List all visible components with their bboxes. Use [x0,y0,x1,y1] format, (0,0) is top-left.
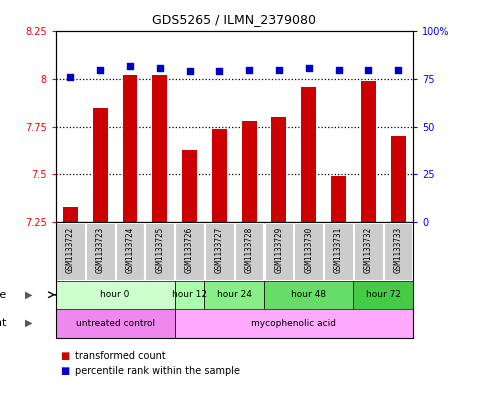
Text: hour 12: hour 12 [172,290,207,299]
Bar [295,223,323,280]
Text: time: time [0,290,7,300]
Text: GSM1133728: GSM1133728 [245,227,254,274]
Text: GSM1133724: GSM1133724 [126,227,134,274]
Bar [361,81,376,222]
Point [364,66,372,73]
Bar [63,207,78,222]
Bar [145,223,174,280]
Bar [182,150,197,222]
Text: ■: ■ [60,351,70,361]
Bar [205,223,234,280]
Point [305,64,313,71]
Text: ▶: ▶ [25,290,33,300]
Text: hour 48: hour 48 [291,290,326,299]
Bar [235,223,263,280]
Bar [175,223,204,280]
Bar [56,281,175,309]
Text: agent: agent [0,318,7,328]
Text: ▶: ▶ [25,318,33,328]
Text: ■: ■ [60,366,70,376]
Text: GSM1133725: GSM1133725 [156,227,164,274]
Bar [271,117,286,222]
Point [245,66,253,73]
Bar [324,223,353,280]
Point [275,66,283,73]
Bar [265,223,293,280]
Bar [301,87,316,222]
Text: transformed count: transformed count [75,351,166,361]
Text: GSM1133730: GSM1133730 [304,227,313,274]
Point [126,62,134,69]
Bar [384,223,412,280]
Bar [123,75,138,222]
Text: hour 24: hour 24 [217,290,252,299]
Text: hour 0: hour 0 [100,290,130,299]
Text: percentile rank within the sample: percentile rank within the sample [75,366,240,376]
Point [97,66,104,73]
Point [156,64,164,71]
Bar [152,75,167,222]
Bar [391,136,406,222]
Text: mycophenolic acid: mycophenolic acid [251,319,336,328]
Point [394,66,402,73]
Text: GSM1133722: GSM1133722 [66,227,75,274]
Bar [175,309,413,338]
Bar [93,108,108,222]
Bar [116,223,144,280]
Bar [175,281,204,309]
Text: GSM1133732: GSM1133732 [364,227,373,274]
Text: untreated control: untreated control [75,319,155,328]
Bar [331,176,346,222]
Bar [56,223,85,280]
Bar [86,223,114,280]
Text: GSM1133723: GSM1133723 [96,227,105,274]
Text: GSM1133727: GSM1133727 [215,227,224,274]
Text: GSM1133726: GSM1133726 [185,227,194,274]
Point [185,68,193,75]
Point [67,74,74,80]
Bar [212,129,227,222]
Point [215,68,223,75]
Bar [354,223,383,280]
Bar [242,121,256,222]
Text: hour 72: hour 72 [366,290,401,299]
Text: GSM1133729: GSM1133729 [274,227,284,274]
Bar [264,281,354,309]
Text: GSM1133733: GSM1133733 [394,227,402,274]
Bar [56,309,175,338]
Text: GDS5265 / ILMN_2379080: GDS5265 / ILMN_2379080 [152,13,316,26]
Bar [204,281,264,309]
Point [335,66,342,73]
Text: GSM1133731: GSM1133731 [334,227,343,274]
Bar [354,281,413,309]
